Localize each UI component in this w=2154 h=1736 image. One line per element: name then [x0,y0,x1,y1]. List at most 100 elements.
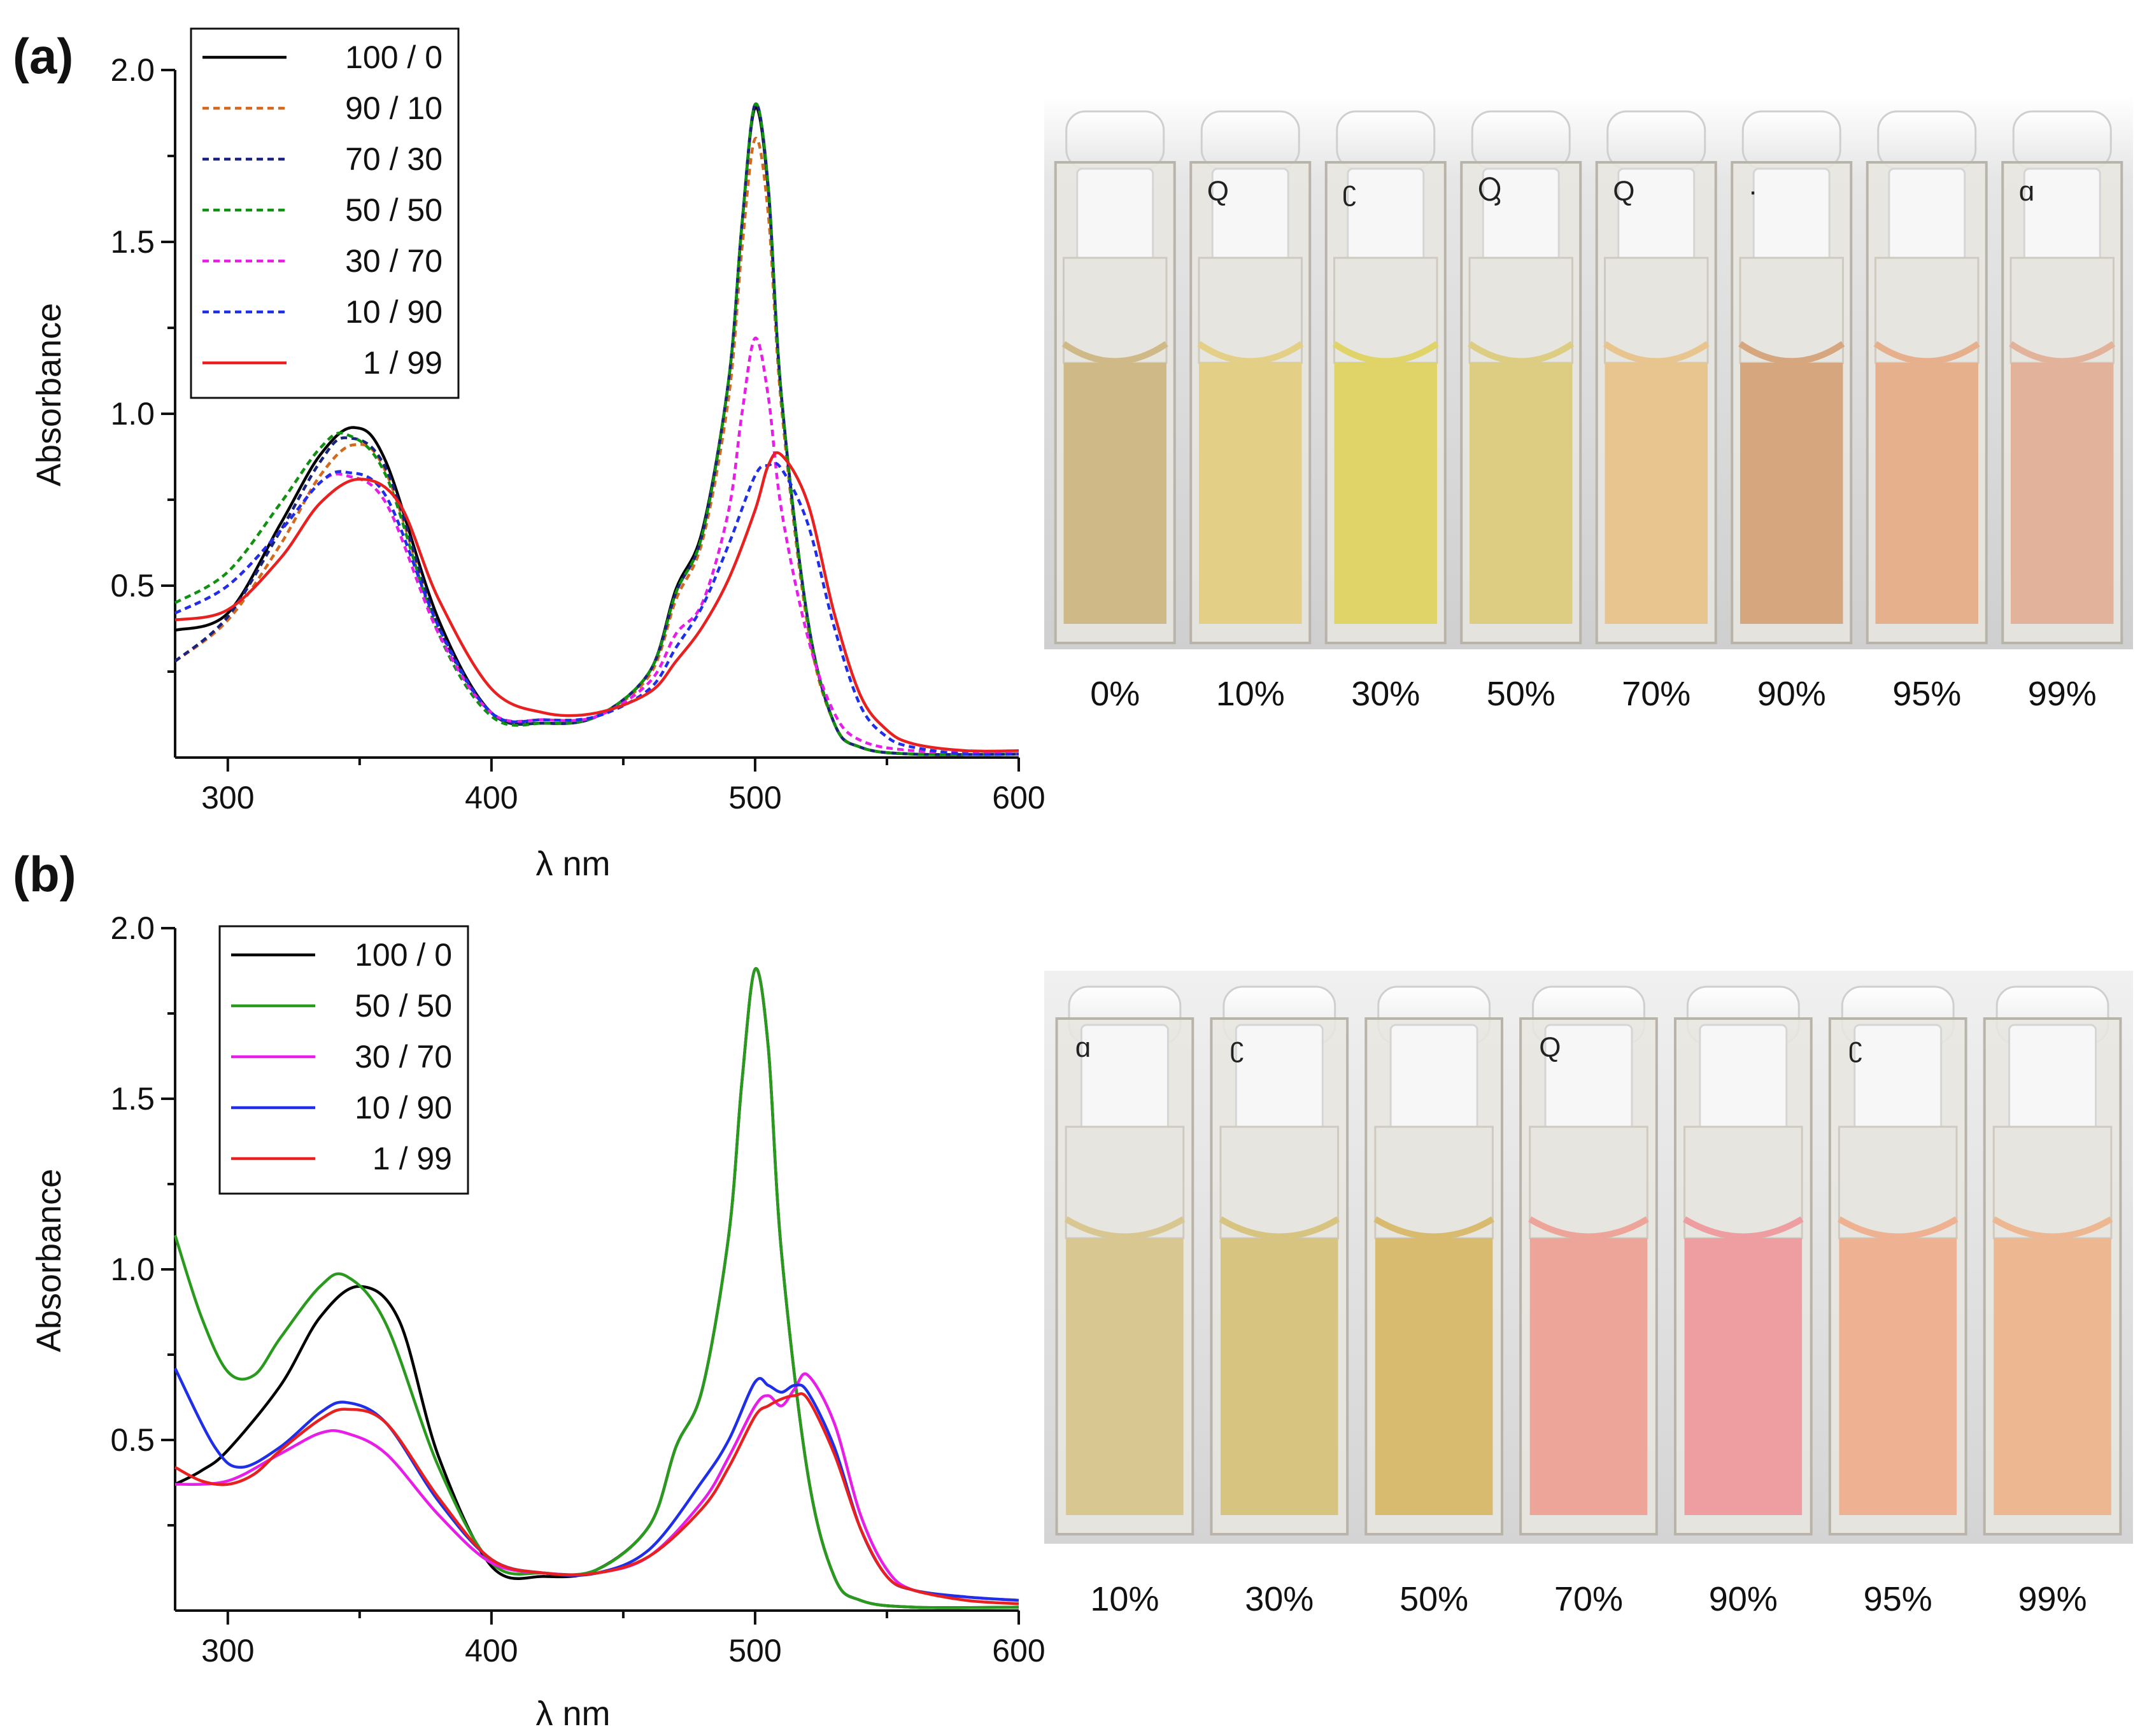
percent-label: 95% [1892,675,1961,713]
x-tick-label: 500 [728,780,781,815]
series-line-50-50 [174,102,1019,756]
cuvette-liquid [1470,363,1573,624]
legend-label: 10 / 90 [355,1090,452,1126]
legend-label: 90 / 10 [345,90,443,126]
series-a [174,102,1019,756]
series-line-10-90 [173,1367,1019,1602]
legend-label: 50 / 50 [345,192,443,228]
series-line-50-50 [173,967,1019,1609]
y-tick-label: 2.0 [110,910,155,946]
cuvette-cap [1336,110,1436,170]
cuvette-cap [1200,110,1300,170]
percent-label: 90% [1709,1580,1778,1618]
percent-label: 10% [1216,675,1285,713]
legend-label: 1 / 99 [372,1141,452,1176]
x-axis-title-a: λ nm [535,845,610,883]
cuvette-mark: ʗ [1230,1032,1244,1063]
cuvette-headspace [1065,1126,1185,1239]
series-line-10-90 [174,462,1019,756]
cuvette-liquid [1605,363,1708,624]
cuvette-mark: Ⴓ [1478,176,1502,207]
percent-label: 99% [2028,675,2097,713]
legend-a: 100 / 0 90 / 10 70 / 30 50 / 50 30 / 70 10 / … [190,27,460,399]
percent-label: 50% [1487,675,1555,713]
cuvette-liquid [1375,1238,1493,1515]
cuvette-meniscus [2009,341,2116,365]
cuvette-meniscus [1738,341,1845,365]
cuvette-meniscus [1332,341,1439,365]
y-tick-label: 0.5 [110,568,155,603]
cuvette [1866,110,1988,644]
cuvette-meniscus [1468,341,1575,365]
cuvette-stopper [2008,1024,2097,1134]
cuvette-headspace [1468,257,1573,364]
percent-label: 0% [1090,675,1140,713]
cuvette-meniscus [1992,1216,2113,1240]
cuvette [1674,985,1813,1535]
cuvette: Q [1519,985,1658,1535]
cuvette-mark: Q [1207,176,1229,207]
cuvette-stopper [1080,1024,1169,1134]
percent-label: 90% [1757,675,1826,713]
series-line-1-99 [174,451,1019,753]
legend-box [190,27,460,399]
y-tick-label: 1.0 [110,1252,155,1287]
cuvette-liquid [2011,363,2114,624]
x-tick-label: 600 [992,1633,1045,1669]
x-tick-label: 300 [201,780,254,815]
series-line-90-10 [174,136,1019,756]
x-tick-label: 400 [465,1633,518,1669]
cuvette [1983,985,2122,1535]
cuvette-cap [1065,110,1165,170]
legend-label: 10 / 90 [345,294,443,330]
cuvette-cap [1606,110,1706,170]
cuvette-meniscus [1528,1216,1649,1240]
cuvette-cap [1471,110,1571,170]
cuvette-cap [2012,110,2112,170]
cuvette [1054,110,1176,644]
x-tick-label: 400 [465,780,518,815]
cuvette-stopper [1235,1024,1324,1134]
percent-labels-b: 10% 30% 50% 70% 90% 95% 99% [1090,1580,2087,1618]
y-axis-title-a: Absorbance [30,303,68,486]
cuvette: ʗ [1210,985,1349,1535]
y-tick-label: 1.0 [110,396,155,432]
x-axis-title-b: λ nm [535,1695,610,1733]
series-b [173,967,1019,1609]
percent-label: 30% [1351,675,1420,713]
legend-label: 70 / 30 [345,141,443,177]
cuvette: ɑ [1055,985,1194,1535]
x-tick-label: 500 [728,1633,781,1669]
y-tick-label: 1.5 [110,224,155,260]
cuvette-stopper [1389,1024,1478,1134]
legend-label: 50 / 50 [355,988,452,1024]
legend-label: 100 / 0 [345,39,443,75]
cuvette-mark: Q [1539,1032,1561,1063]
cuvette: Q [1189,110,1312,644]
panel-label-a: (a) [13,28,73,84]
cuvette-headspace [1739,257,1844,364]
ticks-a: 300 400 500 600 0.5 1.0 1.5 2.0 [110,52,1045,815]
percent-label: 30% [1245,1580,1314,1618]
y-tick-label: 2.0 [110,52,155,88]
cuvette-headspace [1374,1126,1494,1239]
cuvette-mark: ɑ [2019,176,2034,207]
cuvette-liquid [1063,363,1166,624]
cuvette-stopper [1076,167,1154,265]
legend-box [218,925,469,1195]
cuvette-liquid [1334,363,1437,624]
percent-label: 99% [2018,1580,2087,1618]
cuvette: ʗ [1324,110,1447,644]
cuvette-liquid [1839,1238,1957,1515]
cuvette-liquid [1066,1238,1184,1515]
cuvette-liquid [1529,1238,1648,1515]
x-tick-label: 300 [201,1633,254,1669]
cuvette-meniscus [1873,341,1980,365]
percent-label: 70% [1554,1580,1623,1618]
cuvette-mark: ɑ [1075,1032,1091,1063]
